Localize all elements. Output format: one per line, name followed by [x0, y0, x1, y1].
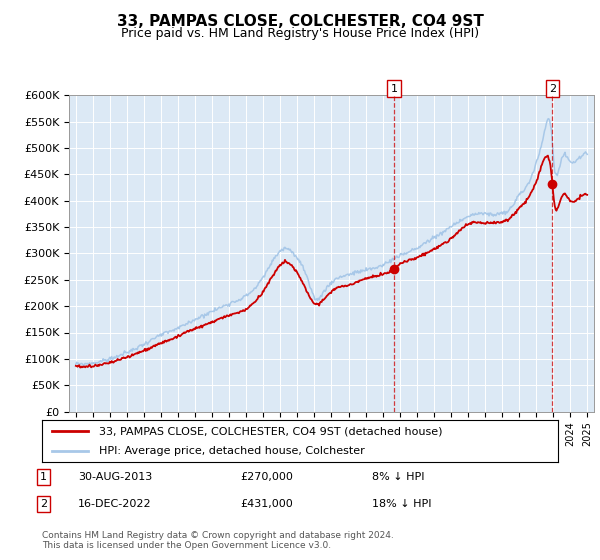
Text: 2: 2 — [40, 499, 47, 509]
Text: £431,000: £431,000 — [240, 499, 293, 509]
Text: 2: 2 — [549, 83, 556, 94]
Text: 33, PAMPAS CLOSE, COLCHESTER, CO4 9ST (detached house): 33, PAMPAS CLOSE, COLCHESTER, CO4 9ST (d… — [99, 426, 442, 436]
Text: Price paid vs. HM Land Registry's House Price Index (HPI): Price paid vs. HM Land Registry's House … — [121, 27, 479, 40]
Text: Contains HM Land Registry data © Crown copyright and database right 2024.
This d: Contains HM Land Registry data © Crown c… — [42, 531, 394, 550]
Text: 30-AUG-2013: 30-AUG-2013 — [78, 472, 152, 482]
Text: 18% ↓ HPI: 18% ↓ HPI — [372, 499, 431, 509]
Text: 1: 1 — [40, 472, 47, 482]
Text: 16-DEC-2022: 16-DEC-2022 — [78, 499, 152, 509]
Text: 8% ↓ HPI: 8% ↓ HPI — [372, 472, 425, 482]
Text: 1: 1 — [391, 83, 398, 94]
Text: HPI: Average price, detached house, Colchester: HPI: Average price, detached house, Colc… — [99, 446, 365, 456]
Text: 33, PAMPAS CLOSE, COLCHESTER, CO4 9ST: 33, PAMPAS CLOSE, COLCHESTER, CO4 9ST — [116, 14, 484, 29]
Text: £270,000: £270,000 — [240, 472, 293, 482]
